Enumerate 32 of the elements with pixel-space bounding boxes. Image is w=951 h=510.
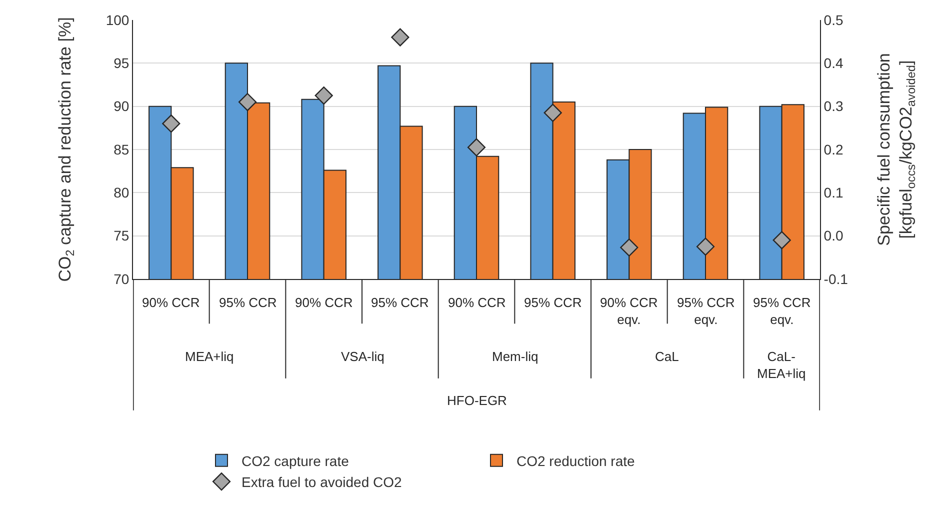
y-tick-label: 95 bbox=[114, 55, 130, 72]
y2-tick-label: 0.3 bbox=[824, 98, 844, 114]
x-tick-label: 90% CCR bbox=[295, 295, 353, 310]
y-tick-label: 100 bbox=[106, 12, 130, 28]
y-tick-label: 80 bbox=[114, 184, 130, 201]
y2-tick-label: 0.5 bbox=[824, 12, 844, 28]
text: Mem-liq bbox=[492, 349, 538, 364]
text: HFO-EGR bbox=[447, 393, 507, 408]
y2-tick-label: 0.2 bbox=[824, 141, 844, 158]
x-tick-label: 95% CCR eqv. bbox=[753, 295, 811, 327]
x-tick-label: 95% CCR bbox=[219, 295, 277, 310]
text: VSA-liq bbox=[341, 349, 384, 364]
x-tick-label: 95% CCR eqv. bbox=[677, 295, 735, 327]
y2-tick-label: -0.1 bbox=[824, 270, 848, 287]
x-tick-label: 90% CCR eqv. bbox=[600, 295, 658, 327]
legend-label: CO2 capture rate bbox=[242, 452, 350, 469]
y-tick-label: 70 bbox=[114, 270, 130, 287]
y2-tick-label: 0.0 bbox=[824, 228, 844, 244]
y-tick-label: 90 bbox=[114, 98, 130, 114]
x-tick-label: 90% CCR bbox=[448, 295, 506, 310]
text: MEA+liq bbox=[185, 349, 234, 364]
legend-label: CO2 reduction rate bbox=[516, 452, 635, 469]
y-tick-label: 85 bbox=[114, 141, 130, 158]
x-tick-label: 90% CCR bbox=[142, 295, 200, 310]
y2-tick-label: 0.4 bbox=[824, 55, 844, 72]
x-tick-label: 95% CCR bbox=[524, 295, 582, 310]
x-tick-label: 95% CCR bbox=[371, 295, 429, 310]
text: CaL-MEA+liq bbox=[757, 349, 806, 381]
y-tick-label: 75 bbox=[114, 228, 130, 244]
text: CaL bbox=[655, 349, 679, 364]
legend-label: Extra fuel to avoided CO2 bbox=[242, 474, 402, 490]
y2-tick-label: 0.1 bbox=[824, 184, 844, 201]
